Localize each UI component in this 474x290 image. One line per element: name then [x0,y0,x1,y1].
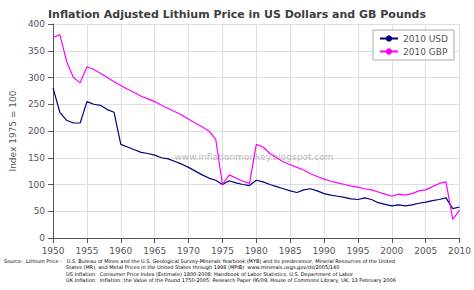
svg-text:1950: 1950 [42,246,65,256]
svg-text:UK Inflation: Inflation: the: UK Inflation: Inflation: the Value of th… [66,277,396,284]
svg-text:2010 GBP: 2010 GBP [403,47,448,57]
svg-text:150: 150 [28,153,45,163]
svg-text:Index 1975 = 100: Index 1975 = 100 [8,90,18,171]
svg-text:0: 0 [39,233,45,243]
svg-text:Source: Lithium Price - U.S. B: Source: Lithium Price - U.S. Bureau of M… [4,257,396,264]
svg-text:1985: 1985 [279,246,302,256]
svg-text:350: 350 [28,46,45,56]
svg-text:400: 400 [28,19,45,29]
svg-text:www.inflationmonkey.blogspot.c: www.inflationmonkey.blogspot.com [174,151,334,162]
svg-text:1995: 1995 [346,246,369,256]
svg-text:Inflation Adjusted Lithium Pri: Inflation Adjusted Lithium Price in US D… [48,8,426,21]
svg-text:2005: 2005 [414,246,437,256]
svg-text:1965: 1965 [143,246,166,256]
svg-text:200: 200 [28,126,45,136]
svg-text:US Inflation: Consumer Price I: US Inflation: Consumer Price Index (Esti… [66,270,354,277]
svg-text:1980: 1980 [245,246,268,256]
svg-text:2010 USD: 2010 USD [403,34,448,44]
svg-text:2010: 2010 [448,246,471,256]
svg-text:1960: 1960 [109,246,132,256]
svg-text:100: 100 [28,180,45,190]
svg-text:250: 250 [28,99,45,109]
svg-text:2000: 2000 [380,246,403,256]
svg-text:300: 300 [28,73,45,83]
svg-text:1970: 1970 [177,246,200,256]
svg-text:States (MR), and Metal Prices: States (MR), and Metal Prices in the Uni… [66,264,340,270]
svg-text:1975: 1975 [211,246,234,256]
svg-text:50: 50 [34,206,46,216]
svg-text:1955: 1955 [75,246,98,256]
svg-text:1990: 1990 [313,246,336,256]
